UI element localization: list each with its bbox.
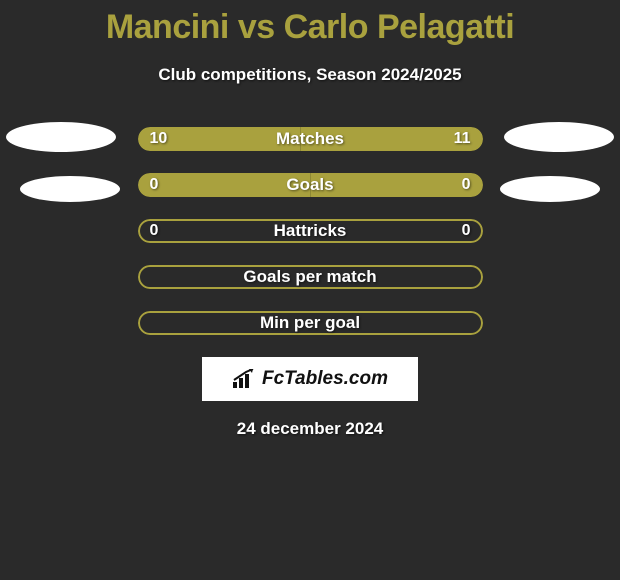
stat-row-min-per-goal: Min per goal — [138, 311, 483, 335]
stat-row-hattricks: 0 Hattricks 0 — [138, 219, 483, 243]
stat-label: Matches — [138, 127, 483, 151]
stat-row-goals-per-match: Goals per match — [138, 265, 483, 289]
stat-label: Goals — [138, 173, 483, 197]
stat-value-right: 0 — [462, 219, 471, 243]
player-right-badge-2 — [500, 176, 600, 202]
date-text: 24 december 2024 — [0, 419, 620, 439]
player-left-badge-2 — [20, 176, 120, 202]
stat-row-matches: 10 Matches 11 — [138, 127, 483, 151]
stat-label: Hattricks — [138, 219, 483, 243]
source-logo-text: FcTables.com — [262, 368, 388, 390]
stat-value-right: 0 — [462, 173, 471, 197]
page-title: Mancini vs Carlo Pelagatti — [0, 0, 620, 47]
page-subtitle: Club competitions, Season 2024/2025 — [0, 65, 620, 85]
source-logo: FcTables.com — [202, 357, 418, 401]
stat-label: Goals per match — [138, 265, 483, 289]
stat-value-right: 11 — [454, 127, 471, 151]
stat-row-goals: 0 Goals 0 — [138, 173, 483, 197]
stats-container: 10 Matches 11 0 Goals 0 0 Hattricks 0 Go… — [138, 127, 483, 335]
player-right-badge-1 — [504, 122, 614, 152]
stat-label: Min per goal — [138, 311, 483, 335]
player-left-badge-1 — [6, 122, 116, 152]
chart-icon — [232, 369, 256, 389]
